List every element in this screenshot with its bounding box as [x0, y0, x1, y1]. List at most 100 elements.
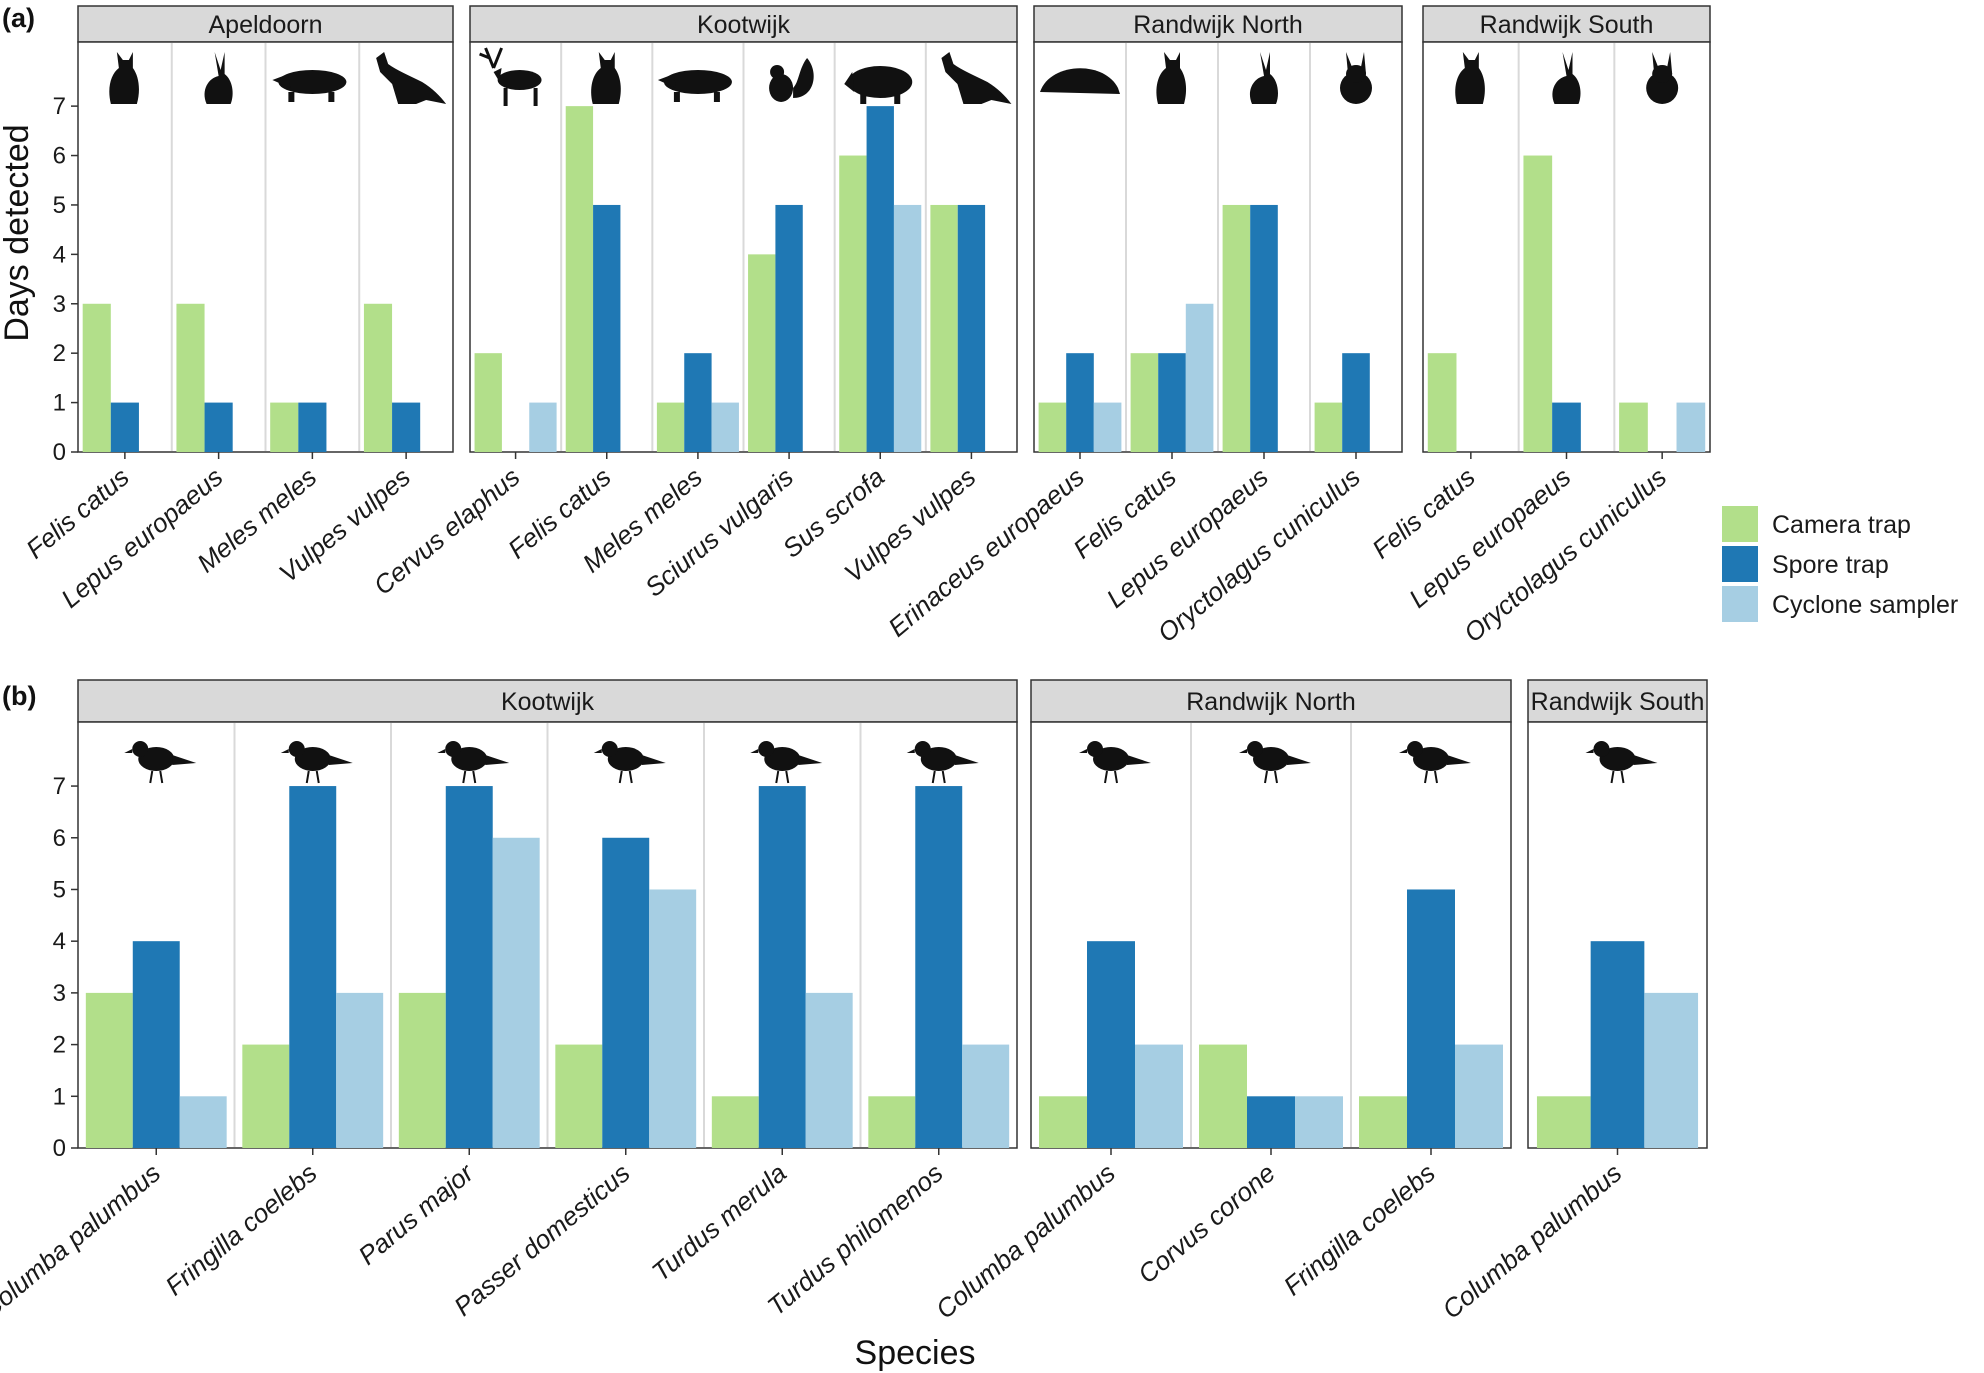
bar — [1038, 402, 1067, 452]
category-label: Columba palumbus — [0, 1158, 166, 1325]
bar — [1407, 889, 1455, 1148]
bar — [868, 1096, 916, 1148]
pigeon-icon — [1585, 741, 1658, 784]
hare-icon — [1249, 52, 1278, 104]
bar — [85, 992, 133, 1148]
category-label: Columba palumbus — [1436, 1158, 1627, 1325]
category-label: Fringilla coelebs — [1278, 1158, 1441, 1302]
facet-strip — [1527, 679, 1708, 723]
squirrel-icon — [769, 58, 814, 102]
blackbird-icon — [750, 741, 823, 784]
y-axis: 0 1 2 3 4 5 6 7 — [53, 773, 78, 1162]
y-tick-label: 4 — [53, 241, 66, 268]
y-axis-title: Days detected — [0, 124, 36, 341]
bar — [1644, 992, 1699, 1148]
finch-icon — [1399, 741, 1471, 784]
hare-icon — [1552, 52, 1581, 104]
pigeon-icon — [124, 741, 197, 784]
category-label: Columba palumbus — [930, 1158, 1121, 1325]
bar — [270, 402, 299, 452]
bar — [492, 837, 540, 1148]
bar — [602, 837, 650, 1148]
bar — [565, 106, 594, 452]
legend-swatch — [1722, 546, 1758, 582]
bar — [1130, 353, 1159, 452]
bar — [1222, 204, 1251, 452]
hedgehog-icon — [1040, 68, 1120, 94]
facet-strip — [77, 679, 1018, 723]
facet-strip-label: Randwijk South — [1531, 688, 1705, 716]
y-axis: 0 1 2 3 4 5 6 7 — [53, 93, 78, 466]
cat-icon — [1156, 52, 1187, 104]
legend-label: Camera trap — [1772, 511, 1911, 539]
bar — [1676, 402, 1706, 452]
bar — [1342, 353, 1370, 452]
y-tick-label: 5 — [53, 192, 66, 219]
bar — [132, 941, 180, 1148]
bar — [915, 786, 963, 1148]
thrush-icon — [906, 741, 979, 784]
crow-icon — [1239, 741, 1311, 784]
bar — [392, 402, 421, 452]
bar — [748, 254, 776, 452]
bar — [649, 889, 697, 1148]
bar — [1199, 1044, 1247, 1148]
y-tick-label: 0 — [53, 439, 66, 466]
y-tick-label: 3 — [53, 291, 66, 318]
bar — [839, 155, 867, 453]
legend-swatch — [1722, 586, 1758, 622]
bar — [593, 204, 621, 452]
bar — [1455, 1044, 1503, 1148]
bar — [805, 992, 853, 1148]
bar — [82, 303, 111, 452]
bar — [204, 402, 233, 452]
facet-strip-label: Randwijk South — [1480, 11, 1654, 39]
bar — [656, 402, 685, 452]
bar — [398, 992, 446, 1148]
y-tick-label: 1 — [53, 1083, 66, 1110]
bar — [1523, 155, 1553, 453]
bar — [1066, 353, 1094, 452]
category-label: Turdus merula — [646, 1158, 792, 1287]
bar — [179, 1096, 227, 1148]
badger-icon — [272, 70, 347, 102]
bar — [775, 204, 803, 452]
bar — [758, 786, 806, 1148]
y-tick-label: 4 — [53, 928, 66, 955]
fox-icon — [376, 52, 447, 104]
bar — [962, 1044, 1010, 1148]
bar — [176, 303, 205, 452]
fox-icon — [941, 52, 1012, 104]
y-tick-label: 5 — [53, 876, 66, 903]
tit-icon — [437, 741, 510, 784]
y-tick-label: 0 — [53, 1135, 66, 1162]
deer-icon — [479, 47, 542, 106]
legend: Camera trap Spore trap Cyclone sampler — [1722, 506, 1958, 622]
category-label: Fringilla coelebs — [159, 1158, 322, 1302]
bar — [1314, 402, 1343, 452]
bar — [1093, 402, 1122, 452]
bar — [1247, 1096, 1295, 1148]
bar — [1552, 402, 1581, 452]
facet-strip-label: Kootwijk — [501, 688, 595, 716]
facet-strip-label: Randwijk North — [1186, 688, 1356, 716]
cat-icon — [109, 52, 139, 104]
hare-icon — [204, 52, 233, 104]
legend-label: Cyclone sampler — [1772, 591, 1958, 619]
category-label: Lepus europaeus — [55, 462, 228, 614]
pigeon-icon — [1079, 741, 1151, 784]
bar — [930, 204, 958, 452]
y-tick-label: 3 — [53, 980, 66, 1007]
category-label: Corvus corone — [1132, 1158, 1281, 1290]
y-tick-label: 6 — [53, 825, 66, 852]
cat-icon — [1455, 52, 1485, 104]
bar — [893, 204, 922, 452]
bar — [866, 106, 894, 452]
bar — [684, 353, 712, 452]
badger-icon — [657, 70, 732, 102]
